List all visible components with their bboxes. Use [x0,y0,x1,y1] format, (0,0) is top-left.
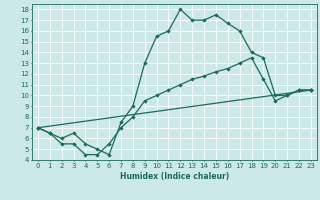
X-axis label: Humidex (Indice chaleur): Humidex (Indice chaleur) [120,172,229,181]
